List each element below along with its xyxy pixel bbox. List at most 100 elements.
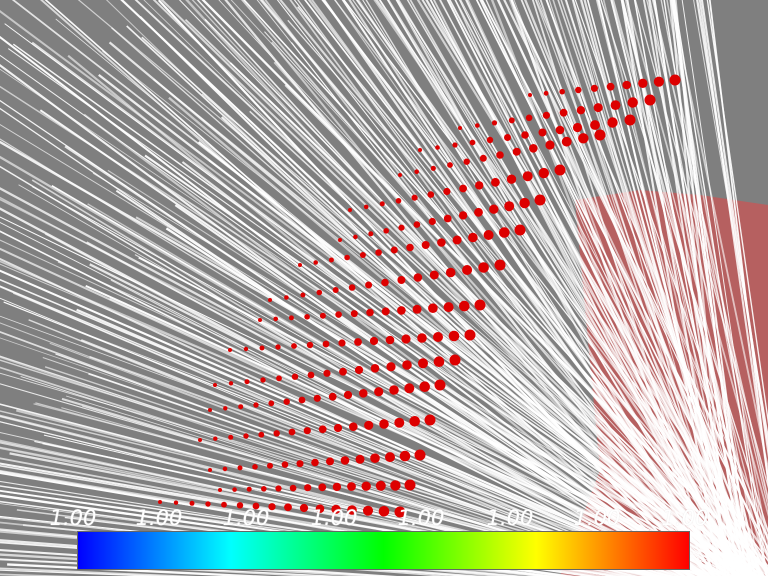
glyph-sphere xyxy=(413,221,421,228)
glyph-sphere xyxy=(506,174,517,184)
streamline xyxy=(7,563,272,576)
glyph-sphere xyxy=(594,129,606,141)
glyph-sphere xyxy=(590,120,600,130)
glyph-sphere xyxy=(447,162,453,168)
glyph-sphere xyxy=(486,136,494,144)
glyph-sphere xyxy=(394,417,405,428)
glyph-sphere xyxy=(443,214,452,223)
glyph-sphere xyxy=(494,259,506,271)
glyph-sphere xyxy=(273,316,279,322)
glyph-sphere xyxy=(232,487,237,492)
glyph-sphere xyxy=(521,131,529,139)
glyph-sphere xyxy=(504,134,511,141)
glyph-sphere xyxy=(395,198,402,204)
glyph-sphere xyxy=(276,375,282,382)
glyph-sphere xyxy=(306,341,314,349)
glyph-sphere xyxy=(288,428,296,436)
glyph-sphere xyxy=(397,306,406,315)
streamline xyxy=(490,0,716,576)
streamline xyxy=(126,25,722,576)
colormap-gradient-bar xyxy=(77,531,690,570)
glyph-sphere xyxy=(332,287,339,293)
glyph-sphere xyxy=(474,299,486,311)
glyph-sphere xyxy=(427,191,435,198)
streamline xyxy=(595,0,742,576)
glyph-sphere xyxy=(525,114,533,122)
glyph-sphere xyxy=(418,358,428,369)
scalar-bar-tick-label: 1.00 xyxy=(397,506,445,530)
glyph-sphere xyxy=(348,284,356,291)
glyph-sphere xyxy=(383,228,390,234)
glyph-sphere xyxy=(479,154,487,162)
glyph-sphere xyxy=(338,339,346,347)
glyph-sphere xyxy=(296,460,304,468)
glyph-sphere xyxy=(528,93,532,97)
glyph-sphere xyxy=(411,194,418,201)
glyph-sphere xyxy=(398,224,405,231)
glyph-sphere xyxy=(386,362,396,372)
glyph-sphere xyxy=(644,94,656,106)
streamline xyxy=(105,0,703,576)
glyph-sphere xyxy=(354,338,362,346)
streamline xyxy=(0,107,687,576)
glyph-sphere xyxy=(428,303,438,314)
streamline xyxy=(425,0,753,576)
glyph-sphere xyxy=(268,400,275,407)
glyph-sphere xyxy=(326,457,334,466)
glyph-sphere xyxy=(291,373,299,380)
glyph-sphere xyxy=(228,434,234,440)
streamline xyxy=(67,54,700,576)
glyph-sphere xyxy=(369,336,379,346)
scalar-bar-tick-label: 1.00 xyxy=(310,506,358,530)
streamline xyxy=(649,0,762,576)
glyph-sphere xyxy=(307,371,315,379)
glyph-sphere xyxy=(370,364,380,373)
glyph-sphere xyxy=(435,145,440,150)
glyph-sphere xyxy=(298,396,306,404)
streamline xyxy=(365,0,716,576)
glyph-sphere xyxy=(578,133,589,144)
glyph-sphere xyxy=(414,449,426,461)
glyph-sphere xyxy=(529,144,538,153)
glyph-sphere xyxy=(378,506,390,517)
streamline xyxy=(552,0,736,576)
glyph-sphere xyxy=(228,348,232,352)
glyph-sphere xyxy=(283,398,290,405)
glyph-sphere xyxy=(412,304,422,314)
glyph-sphere xyxy=(213,436,218,441)
glyph-sphere xyxy=(237,465,243,471)
glyph-sphere xyxy=(397,276,406,284)
glyph-sphere xyxy=(243,346,249,352)
glyph-sphere xyxy=(429,270,439,280)
glyph-sphere xyxy=(545,140,555,150)
streamline xyxy=(454,0,719,576)
glyph-sphere xyxy=(338,238,342,242)
glyph-sphere xyxy=(299,503,309,513)
glyph-sphere xyxy=(381,278,389,287)
glyph-sphere xyxy=(208,408,212,412)
scalar-bar-tick-label: 1.00 xyxy=(49,506,97,530)
glyph-sphere xyxy=(318,425,327,434)
glyph-sphere xyxy=(483,230,494,240)
glyph-sphere xyxy=(322,340,330,348)
glyph-sphere xyxy=(489,204,499,214)
glyph-sphere xyxy=(252,464,258,470)
streamline xyxy=(0,99,703,576)
glyph-sphere xyxy=(158,500,162,504)
glyph-sphere xyxy=(445,267,456,278)
glyph-sphere xyxy=(359,252,366,258)
glyph-spheres xyxy=(158,74,681,518)
streamline xyxy=(625,0,768,517)
glyph-sphere xyxy=(275,485,282,492)
glyph-sphere xyxy=(398,173,402,177)
glyph-sphere xyxy=(414,169,420,174)
glyph-sphere xyxy=(430,165,436,171)
glyph-sphere xyxy=(319,312,326,319)
glyph-sphere xyxy=(452,235,462,245)
glyph-sphere xyxy=(355,454,365,464)
glyph-sphere xyxy=(246,486,252,492)
glyph-sphere xyxy=(363,204,369,210)
glyph-sphere xyxy=(421,241,430,249)
